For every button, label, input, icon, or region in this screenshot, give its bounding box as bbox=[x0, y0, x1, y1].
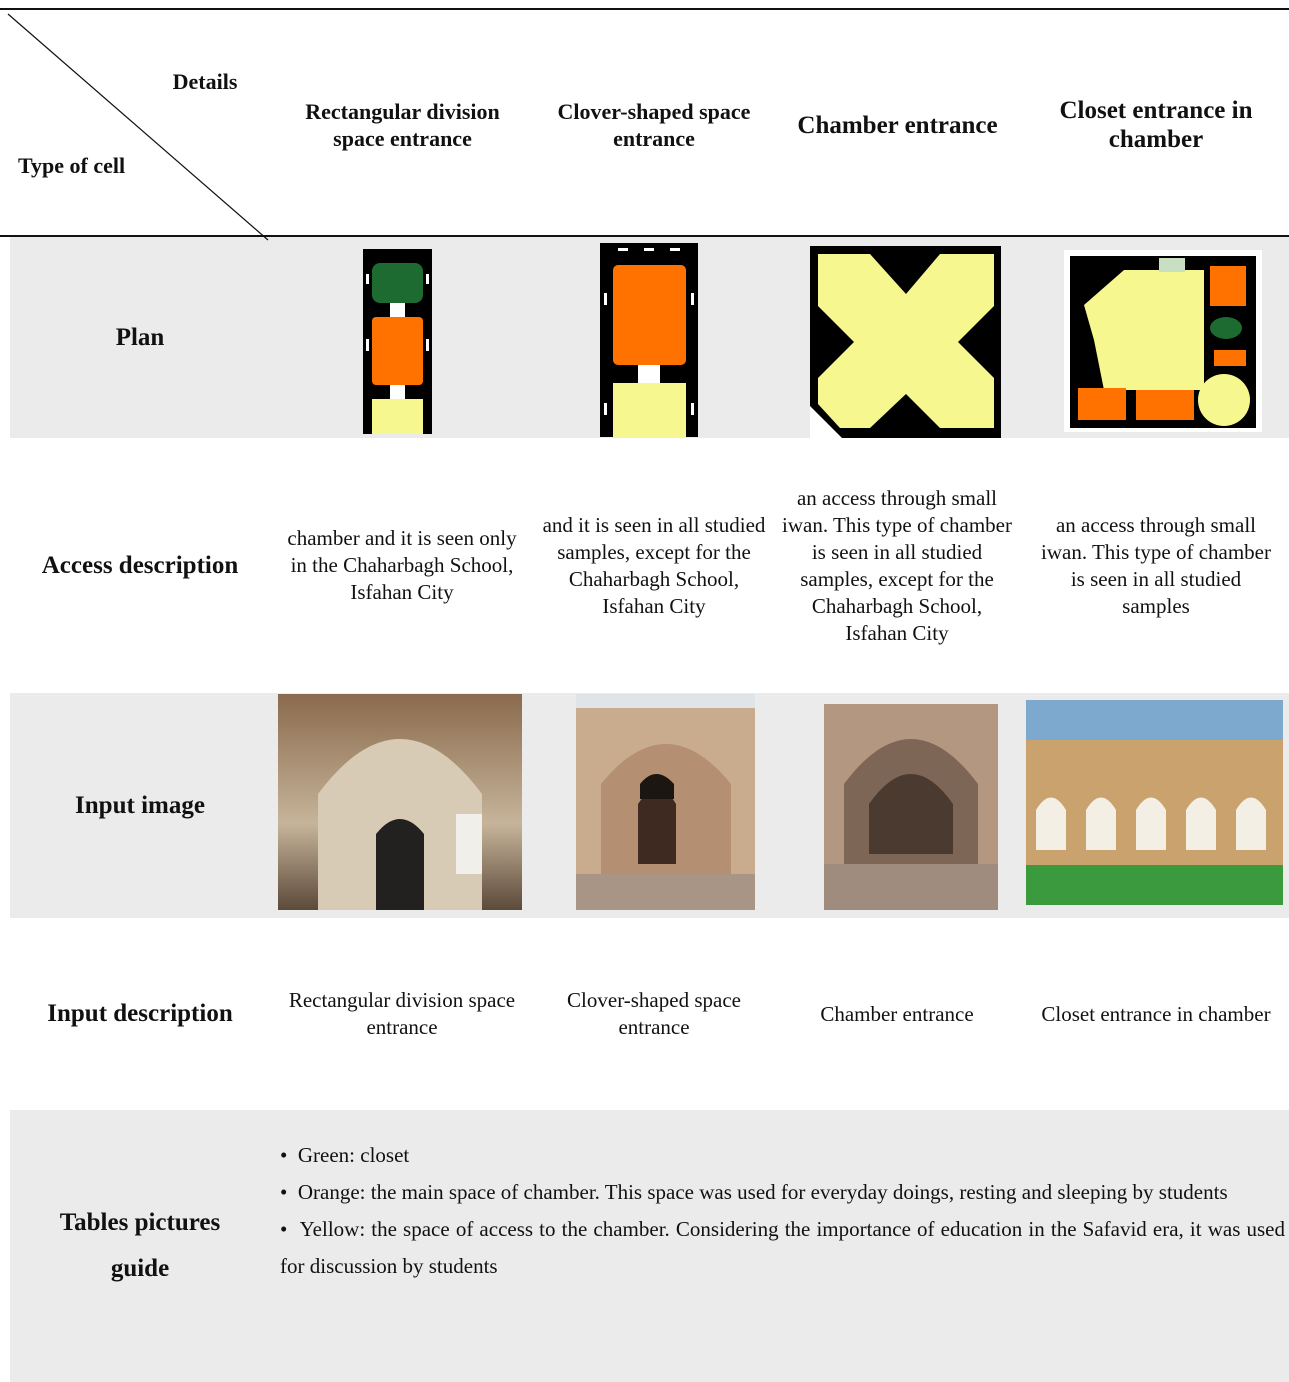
cell-text: Closet entrance in chamber bbox=[1041, 1001, 1271, 1026]
input-photo bbox=[824, 704, 998, 910]
input-photo bbox=[278, 694, 522, 910]
row-label: Input image bbox=[75, 791, 205, 819]
corner-bottom: Type of cell bbox=[18, 152, 126, 178]
column-header: Closet entrance in chamber bbox=[1059, 97, 1253, 153]
guide-item: Yellow: the space of access to the chamb… bbox=[280, 1211, 1285, 1285]
cell-text: Rectangular division space entrance bbox=[288, 988, 516, 1039]
guide-item: Orange: the main space of chamber. This … bbox=[280, 1174, 1285, 1211]
guide-item: Green: closet bbox=[280, 1137, 1285, 1174]
row-label: Plan bbox=[115, 323, 165, 351]
cell-text: Chamber entrance bbox=[820, 1001, 974, 1026]
corner-top: Details bbox=[172, 68, 238, 94]
input-photo bbox=[1026, 700, 1283, 905]
column-header: Clover-shaped space entrance bbox=[557, 99, 751, 151]
plan-image bbox=[1064, 250, 1262, 432]
input-photo bbox=[576, 694, 755, 910]
cell-text: an access through small iwan. This type … bbox=[782, 485, 1012, 645]
row-label: Input description bbox=[47, 1000, 233, 1027]
row-label: Tables pictures guide bbox=[59, 1209, 221, 1282]
row-label: Access description bbox=[41, 551, 239, 579]
cell-text: an access through small iwan. This type … bbox=[1041, 512, 1271, 618]
header-rules bbox=[0, 8, 1289, 241]
column-header: Chamber entrance bbox=[797, 111, 998, 139]
column-header: Rectangular division space entrance bbox=[305, 99, 500, 151]
guide-list: Green: closet Orange: the main space of … bbox=[280, 1137, 1285, 1285]
cell-text: Clover-shaped space entrance bbox=[567, 988, 741, 1039]
plan-image bbox=[363, 249, 432, 434]
plan-image bbox=[810, 246, 1001, 438]
cell-text: and it is seen in all studied samples, e… bbox=[542, 512, 766, 618]
plan-image bbox=[600, 243, 698, 437]
cell-text: chamber and it is seen only in the Chaha… bbox=[287, 526, 517, 604]
